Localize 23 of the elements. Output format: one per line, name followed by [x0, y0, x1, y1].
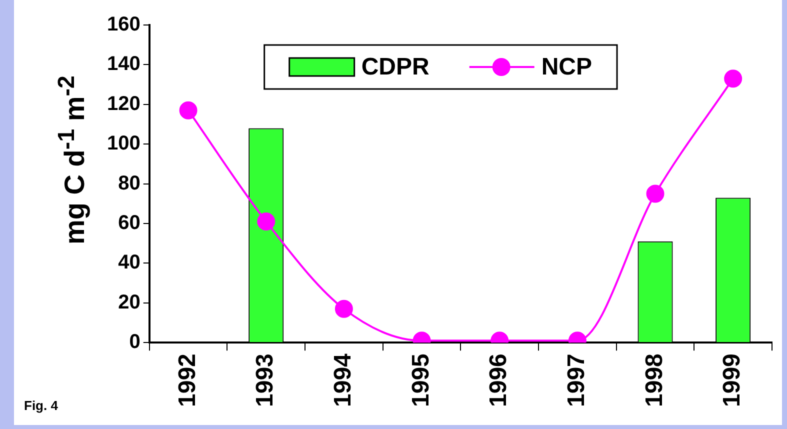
point [646, 184, 664, 203]
x-tick-label: 1999 [718, 354, 746, 407]
legend-label: CDPR [361, 54, 430, 81]
y-tick-label: 80 [118, 172, 140, 194]
y-tick-label: 140 [106, 53, 140, 76]
y-tick-label: 60 [118, 212, 140, 234]
x-tick-label: 1997 [563, 354, 590, 407]
point [179, 101, 198, 120]
x-tick-label: 1996 [485, 354, 512, 407]
y-tick-label: 120 [106, 92, 140, 115]
y-tick-label: 100 [106, 132, 140, 155]
point [724, 70, 742, 88]
legend-label: NCP [541, 54, 592, 81]
y-tick-label: 160 [106, 14, 140, 36]
y-tick-label: 40 [118, 252, 140, 274]
x-tick-label: 1993 [252, 354, 279, 407]
x-tick-label: 1995 [407, 354, 434, 407]
y-tick-label: 0 [129, 331, 140, 354]
x-tick-label: 1998 [640, 354, 668, 407]
caption: Fig. 4 [24, 398, 58, 413]
y-tick-label: 20 [118, 291, 140, 314]
x-tick-label: 1994 [330, 352, 357, 407]
x-tick-label: 1992 [174, 354, 201, 407]
